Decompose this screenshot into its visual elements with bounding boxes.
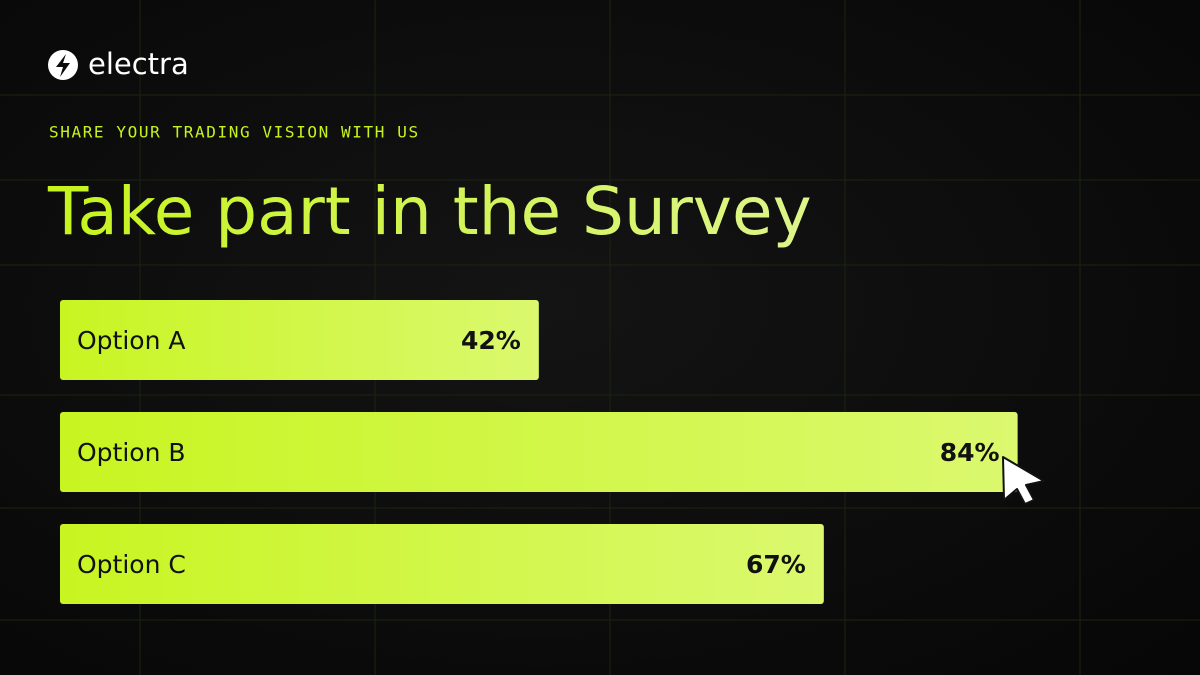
brand-name: electra: [88, 47, 189, 81]
logo-bolt: [56, 54, 70, 77]
bar: [60, 412, 1018, 492]
option-label: Option A: [77, 326, 185, 355]
option-label: Option B: [77, 438, 186, 467]
value-label: 84%: [940, 438, 1000, 467]
chart-title: Take part in the Survey: [47, 173, 812, 250]
cursor: [1002, 456, 1045, 505]
option-label: Option C: [77, 550, 186, 579]
value-label: 42%: [461, 326, 521, 355]
kicker: SHARE YOUR TRADING VISION WITH US: [49, 123, 420, 142]
logo: electra: [48, 47, 189, 81]
value-label: 67%: [746, 550, 806, 579]
